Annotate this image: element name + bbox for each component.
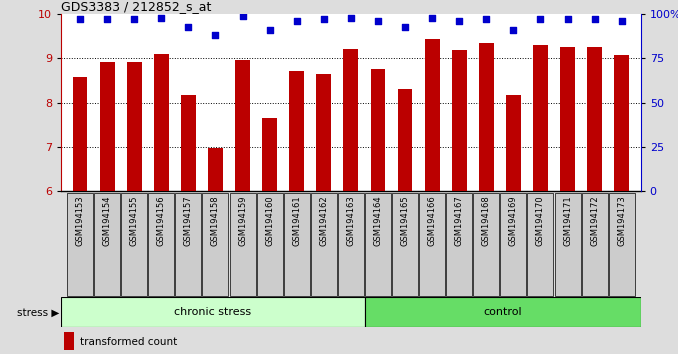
FancyBboxPatch shape [338,193,364,296]
Text: GSM194162: GSM194162 [319,195,328,246]
FancyBboxPatch shape [230,193,256,296]
Text: GSM194154: GSM194154 [102,195,112,246]
FancyBboxPatch shape [94,193,120,296]
Text: GSM194157: GSM194157 [184,195,193,246]
Text: GSM194164: GSM194164 [374,195,382,246]
FancyBboxPatch shape [365,193,391,296]
FancyBboxPatch shape [176,193,201,296]
Bar [290,71,304,191]
FancyBboxPatch shape [419,193,445,296]
Text: GSM194166: GSM194166 [428,195,437,246]
Bar [100,62,115,191]
Bar [73,78,87,191]
Point [264,27,275,33]
Bar [365,297,641,327]
FancyBboxPatch shape [311,193,337,296]
Text: chronic stress: chronic stress [174,307,252,318]
Point [454,18,464,24]
Point [399,24,410,29]
Point [616,18,627,24]
FancyBboxPatch shape [203,193,228,296]
Text: GSM194173: GSM194173 [617,195,626,246]
FancyBboxPatch shape [500,193,526,296]
FancyBboxPatch shape [582,193,607,296]
FancyBboxPatch shape [555,193,580,296]
Bar [560,47,575,191]
Text: GSM194155: GSM194155 [129,195,139,246]
Point [210,33,221,38]
Text: GSM194170: GSM194170 [536,195,545,246]
FancyBboxPatch shape [392,193,418,296]
Bar [397,89,412,191]
Text: GSM194158: GSM194158 [211,195,220,246]
Bar [614,55,629,191]
Bar [262,118,277,191]
FancyBboxPatch shape [527,193,553,296]
Text: GSM194156: GSM194156 [157,195,165,246]
FancyBboxPatch shape [473,193,499,296]
Point [156,15,167,21]
Bar [370,69,385,191]
Bar [181,95,196,191]
Text: GSM194167: GSM194167 [455,195,464,246]
Point [508,27,519,33]
Text: stress ▶: stress ▶ [17,307,59,318]
Point [129,17,140,22]
Point [426,15,437,21]
Text: control: control [483,307,522,318]
Text: GSM194171: GSM194171 [563,195,572,246]
Point [75,17,85,22]
Point [183,24,194,29]
Text: GSM194159: GSM194159 [238,195,247,246]
Text: GSM194160: GSM194160 [265,195,274,246]
Bar [208,148,223,191]
Text: GSM194169: GSM194169 [509,195,518,246]
Point [562,17,573,22]
Text: GSM194172: GSM194172 [590,195,599,246]
Text: GSM194161: GSM194161 [292,195,301,246]
Point [319,17,330,22]
Text: GSM194163: GSM194163 [346,195,355,246]
Bar [64,332,75,350]
Point [237,13,248,19]
Bar [235,60,250,191]
Bar [452,50,466,191]
Text: GDS3383 / 212852_s_at: GDS3383 / 212852_s_at [61,0,212,13]
Point [372,18,383,24]
Bar [479,43,494,191]
Bar [61,297,365,327]
Bar [424,39,439,191]
FancyBboxPatch shape [67,193,93,296]
FancyBboxPatch shape [256,193,283,296]
Bar [587,47,602,191]
Point [345,15,357,21]
Bar [344,48,358,191]
Point [535,17,546,22]
Bar [317,74,332,191]
FancyBboxPatch shape [283,193,310,296]
FancyBboxPatch shape [121,193,147,296]
Point [589,17,600,22]
Bar [533,45,548,191]
Text: GSM194168: GSM194168 [482,195,491,246]
Point [102,17,113,22]
FancyBboxPatch shape [446,193,472,296]
Point [292,18,302,24]
Text: transformed count: transformed count [79,337,177,347]
FancyBboxPatch shape [148,193,174,296]
FancyBboxPatch shape [609,193,635,296]
Point [481,17,492,22]
Text: GSM194165: GSM194165 [401,195,410,246]
Bar [506,95,521,191]
Bar [127,62,142,191]
Text: GSM194153: GSM194153 [75,195,85,246]
Bar [154,54,169,191]
